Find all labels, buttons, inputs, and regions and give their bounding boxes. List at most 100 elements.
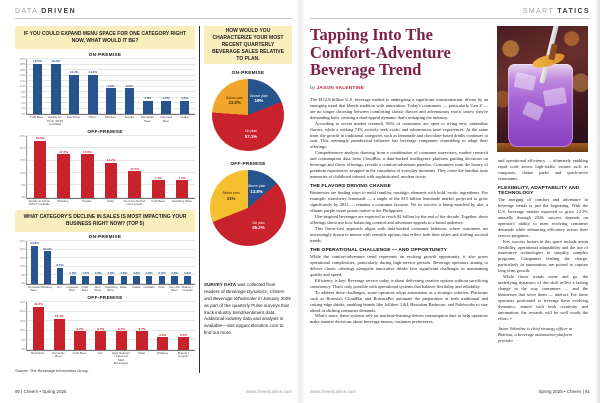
bar-value-label: 23.5% bbox=[35, 136, 45, 140]
x-axis-tick-label: Red Wine bbox=[66, 115, 81, 120]
bar-value-label: 9.7% bbox=[117, 326, 125, 331]
bar bbox=[161, 100, 172, 115]
y-axis-tick-label: 10% bbox=[19, 170, 26, 175]
bar bbox=[184, 275, 191, 284]
x-axis-tick-label: Craft Beer bbox=[151, 198, 165, 203]
bar-value-label: 4.8% bbox=[181, 96, 189, 101]
x-axis-tick-label: Domestic Beer bbox=[28, 284, 41, 293]
bar-group: 4.8% bbox=[144, 241, 155, 284]
page-number-left: 90 | Cheers • Spring 2025 bbox=[15, 389, 67, 394]
right-page-footer: www.cheersonline.com Spring 2025 • Cheer… bbox=[310, 389, 590, 394]
bar bbox=[95, 331, 107, 350]
bar-value-label: 4.8% bbox=[162, 96, 170, 101]
bar-group: 7.1% bbox=[171, 136, 193, 198]
chart-subtitle: OFF-PREMISE bbox=[230, 161, 266, 166]
header-bold-word: DRIVEN bbox=[41, 8, 77, 15]
pie-block-on-premise: ON-PREMISE Above plan 19% On plan 57.1% Belo… bbox=[204, 70, 292, 151]
chart-block-decline-on-premise: ON-PREMISE 0% 5% 10% 15% 20% 25% 23.8% 19.0% 9.5… bbox=[15, 234, 195, 293]
survey-question-expand-menu: IF YOU COULD EXPAND MENU SPACE FOR ONE C… bbox=[15, 26, 195, 49]
x-axis-tick-label: Whiskey bbox=[104, 115, 117, 120]
bar bbox=[87, 74, 98, 115]
y-axis-tick-label: 15% bbox=[19, 158, 26, 163]
bar-group: 16.1% bbox=[50, 302, 69, 350]
bar-group: 4.8% bbox=[169, 241, 180, 284]
article-paragraph: To address these challenges, some operat… bbox=[310, 289, 488, 313]
page-number-right: Spring 2025 • Cheers | 91 bbox=[538, 389, 590, 394]
bar-series: 22.6% 16.1% 9.7% 9.7% 9.7% 9.7% 6.5% 6.5% bbox=[27, 302, 195, 350]
pie-slice-name: On plan bbox=[244, 129, 258, 134]
x-axis-tick-label: Domestic Beer bbox=[141, 115, 154, 123]
x-axis-tick-label: Brandy / Cognac bbox=[181, 284, 193, 293]
article-paragraph: According to recent market research, 86%… bbox=[310, 120, 488, 150]
bar-value-label: 22.6% bbox=[34, 302, 43, 307]
bar-value-label: 17.6% bbox=[82, 149, 92, 154]
right-page-header: SMART TATICS bbox=[523, 8, 590, 15]
section-heading-operational: THE OPERATIONAL CHALLENGE — AND OPPORTUN… bbox=[310, 247, 448, 253]
bar-value-label: 4.8% bbox=[171, 271, 179, 276]
y-axis-tick-label: 5% bbox=[21, 272, 26, 277]
x-axis-tick-label: Vodka bbox=[180, 115, 189, 120]
bar-value-label: 9.5% bbox=[107, 83, 115, 88]
bar-value-label: 7.1% bbox=[178, 175, 186, 180]
x-axis-tick-label: Gin bbox=[97, 350, 103, 355]
x-axis-tick-label: Other bbox=[88, 115, 96, 120]
bar-value-label: 9.5% bbox=[125, 83, 133, 88]
grid-line: 25% bbox=[19, 134, 195, 138]
grid-line: 15% bbox=[19, 256, 195, 260]
bar-value-label: 4.8% bbox=[144, 96, 152, 101]
grid-line: 12% bbox=[19, 79, 195, 83]
grid-line: 20% bbox=[19, 146, 195, 150]
bar-group: 19.0% bbox=[42, 241, 53, 284]
bar-value-label: 19.0% bbox=[42, 246, 52, 251]
y-axis-tick-label: 10% bbox=[19, 84, 26, 89]
pie-slice-value: 31% bbox=[226, 195, 236, 201]
y-axis-tick-label: 0% bbox=[21, 111, 26, 116]
article-paragraph: Comprehensive analysis drawing from a co… bbox=[310, 150, 488, 179]
bar bbox=[175, 180, 189, 198]
bar bbox=[171, 275, 178, 284]
x-axis-tick-label: Brandy / Cognac bbox=[177, 350, 189, 359]
pie-slice-name: Above plan bbox=[247, 184, 266, 189]
y-axis-tick-label: 25% bbox=[19, 238, 26, 243]
x-axis-tick-label: Vodka bbox=[131, 284, 141, 289]
grid-line: 5% bbox=[21, 273, 195, 277]
y-axis-tick-label: 25% bbox=[19, 299, 26, 304]
survey-question-sales-vs-plan: HOW WOULD YOU CHARACTERIZE YOUR MOST REC… bbox=[204, 26, 292, 64]
bar-value-label: 14.3% bbox=[69, 70, 79, 75]
y-axis-tick-label: 20% bbox=[19, 247, 26, 252]
grid-line: 16% bbox=[19, 68, 195, 72]
bar-group: 4.8% bbox=[158, 59, 175, 115]
bar-group: 9.7% bbox=[112, 302, 131, 350]
chart-source-credit: Source: The Beverage Information Group bbox=[15, 368, 89, 373]
y-axis-tick-label: 8% bbox=[21, 89, 26, 94]
bar-group: 23.8% bbox=[29, 241, 40, 284]
x-axis-tick-label: Hard Seltzers / Flavored Malt Beverages bbox=[111, 350, 130, 366]
y-axis-tick-label: 0% bbox=[21, 347, 26, 352]
bar bbox=[142, 100, 153, 115]
bar-value-label: 19.0% bbox=[33, 59, 42, 63]
article-paragraph: The $112.8 billion U.S. beverage market … bbox=[310, 97, 488, 120]
bar bbox=[50, 63, 61, 115]
pie-slice-label: Below plan 31% bbox=[222, 192, 239, 202]
header-light-word: SMART bbox=[522, 8, 554, 15]
column-divider-line bbox=[199, 26, 200, 373]
bar-group: 19.0% bbox=[47, 59, 64, 115]
survey-methodology-note: SURVEY DATA was collected from readers o… bbox=[204, 282, 292, 337]
article-column-2: and operational efficiency — ultimately … bbox=[498, 158, 588, 348]
bar bbox=[80, 154, 94, 198]
grid-line: 20% bbox=[19, 57, 195, 61]
section-heading-flavors: THE FLAVORS DRIVING CHANGE bbox=[310, 183, 392, 189]
pie-chart-on-premise: Above plan 19% On plan 57.1% Below plan 23.8% bbox=[212, 79, 284, 151]
bar-value-label: 4.8% bbox=[158, 271, 166, 276]
pie-slice-name: On plan bbox=[252, 220, 265, 225]
byline-prefix: by bbox=[310, 86, 316, 91]
y-axis-tick-label: 15% bbox=[19, 318, 26, 323]
x-axis-labels: Domestic Beer Whiskey Gin Imported Beer Craf… bbox=[26, 285, 195, 293]
bar-group: 4.8% bbox=[93, 241, 104, 284]
bar-chart-decline-off-premise: 0% 5% 10% 15% 20% 25% 22.6% 16.1% 9.7% 9.7% 9.7% 9.… bbox=[15, 299, 195, 366]
pie-slice-label: Above plan 19% bbox=[250, 94, 268, 104]
article-column-1: The $112.8 billion U.S. beverage market … bbox=[310, 97, 488, 325]
y-axis-tick-label: 20% bbox=[19, 145, 26, 150]
article-byline: by JASON VALENTINE bbox=[310, 86, 364, 91]
